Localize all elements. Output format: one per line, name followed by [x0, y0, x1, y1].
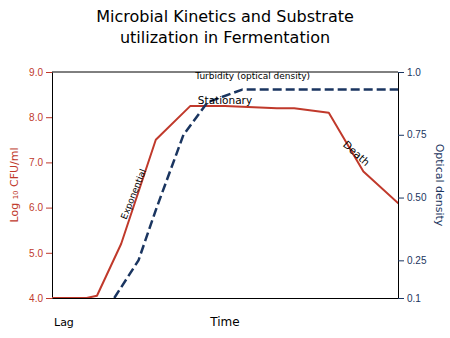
chart: 4.0 5.0 6.0 7.0 8.0 9.0 0.1 0.25 0.50 0.75 1.0 Lag T… — [0, 0, 450, 338]
tick: 0.50 — [398, 192, 427, 203]
y2-axis: 0.1 0.25 0.50 0.75 1.0 — [398, 67, 427, 304]
tick: 5.0 — [29, 248, 52, 259]
title: Microbial Kinetics and Substrate — [96, 7, 354, 26]
y-axis: 4.0 5.0 6.0 7.0 8.0 9.0 — [29, 67, 52, 304]
tick-label: 0.25 — [407, 255, 427, 266]
tick-label: 9.0 — [29, 67, 43, 78]
annotation: Stationary — [198, 94, 252, 106]
tick-label: 0.75 — [407, 129, 427, 140]
tick: 1.0 — [398, 67, 421, 78]
annotation: Turbidity (optical density) — [194, 71, 310, 81]
x-axis-title: Time — [209, 315, 239, 329]
tick: 0.75 — [398, 129, 427, 140]
series-line — [114, 90, 398, 298]
tick-label: 1.0 — [407, 67, 421, 78]
tick-label: 4.0 — [29, 293, 43, 304]
tick: 8.0 — [29, 112, 52, 123]
axis-line — [52, 73, 53, 299]
tick-mark — [398, 298, 404, 299]
tick-label: 8.0 — [29, 112, 43, 123]
axis-line — [398, 73, 399, 299]
tick: 0.1 — [398, 293, 421, 304]
tick-label: 0.50 — [407, 192, 427, 203]
tick-label: 6.0 — [29, 202, 43, 213]
x-axis — [53, 298, 399, 299]
tick: 0.25 — [398, 255, 427, 266]
y-axis-title: Log ₁₀ CFU/ml — [8, 148, 21, 223]
tick-mark — [398, 260, 404, 261]
tick-mark — [398, 135, 404, 136]
tick-mark — [46, 72, 52, 73]
tick-mark — [46, 253, 52, 254]
series-line — [52, 106, 398, 298]
tick-mark — [46, 298, 52, 299]
tick-mark — [398, 72, 404, 73]
tick-mark — [46, 208, 52, 209]
annotations: Lag Turbidity (optical density) Stationary… — [54, 71, 373, 329]
plot: 4.0 5.0 6.0 7.0 8.0 9.0 0.1 0.25 0.50 0.75 1.0 Lag T… — [29, 67, 427, 329]
tick-label: 0.1 — [407, 293, 421, 304]
tick: 6.0 — [29, 202, 52, 213]
title: utilization in Fermentation — [120, 28, 330, 47]
tick-label: 5.0 — [29, 248, 43, 259]
tick: 4.0 — [29, 293, 52, 304]
tick-mark — [46, 117, 52, 118]
annotation: Exponential — [119, 168, 148, 221]
axis-line — [53, 298, 399, 299]
tick: 9.0 — [29, 67, 52, 78]
y2-axis-title: Optical density — [433, 144, 446, 227]
tick-label: 7.0 — [29, 157, 43, 168]
tick: 7.0 — [29, 157, 52, 168]
tick-mark — [46, 162, 52, 163]
annotation: Lag — [54, 316, 74, 329]
lines — [52, 90, 398, 298]
annotation: Death — [341, 138, 373, 168]
tick-mark — [398, 198, 404, 199]
